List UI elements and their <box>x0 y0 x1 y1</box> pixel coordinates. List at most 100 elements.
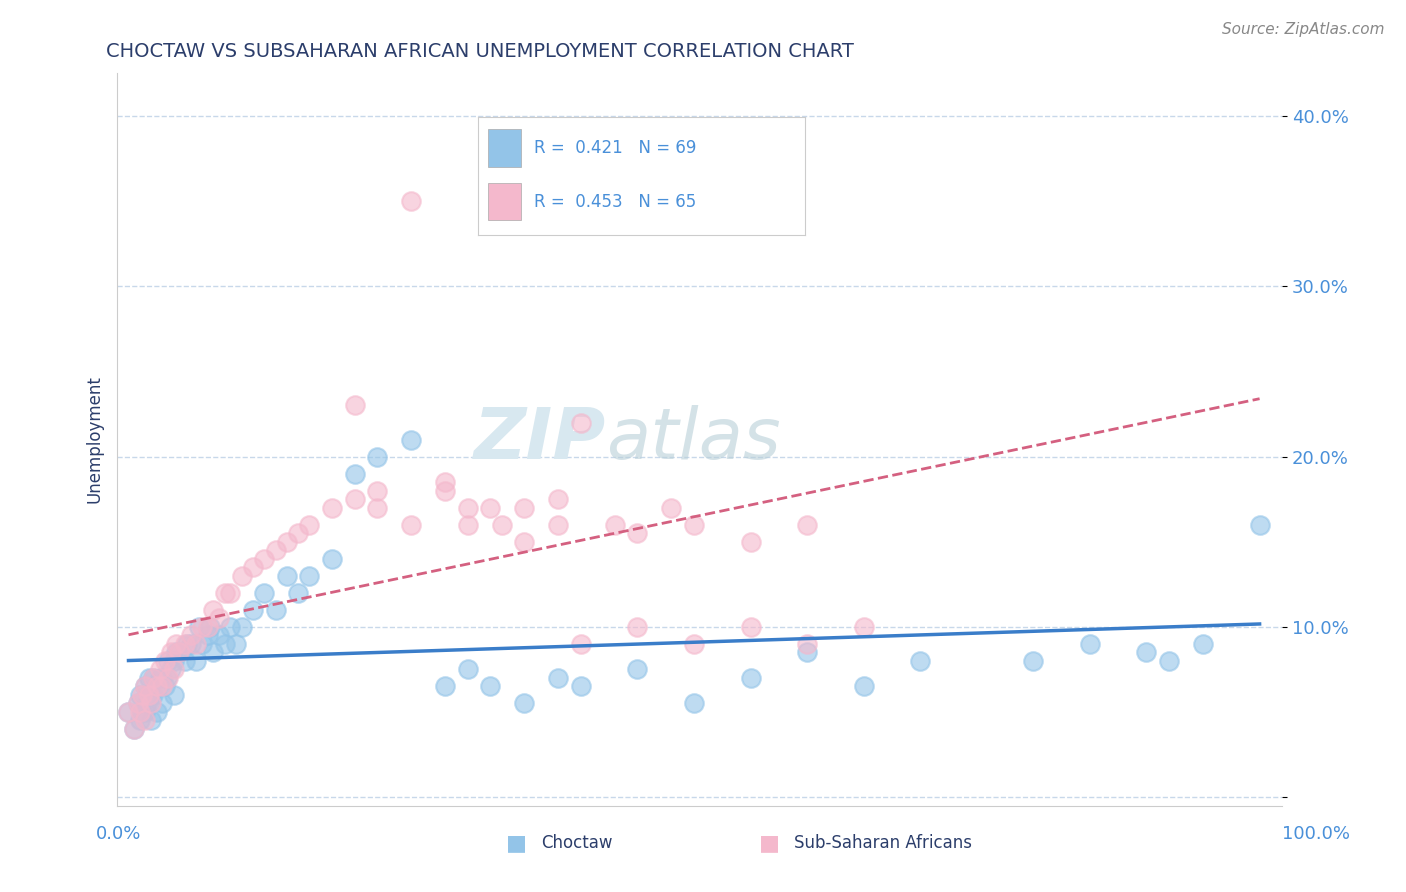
Point <box>231 620 253 634</box>
Point <box>153 680 176 694</box>
Point <box>134 680 156 694</box>
Point <box>401 433 423 447</box>
Point <box>174 637 197 651</box>
Point <box>163 688 186 702</box>
Point <box>513 500 536 515</box>
Point <box>740 534 762 549</box>
Text: ■: ■ <box>506 833 527 853</box>
Point <box>142 671 165 685</box>
Point <box>127 697 149 711</box>
Text: ZIP: ZIP <box>474 405 606 474</box>
Text: 100.0%: 100.0% <box>1282 825 1350 843</box>
Point <box>202 603 225 617</box>
Point <box>1022 654 1045 668</box>
Point <box>547 517 569 532</box>
Point <box>253 586 276 600</box>
Point <box>796 637 818 651</box>
Point <box>142 671 165 685</box>
Point <box>160 645 183 659</box>
Point <box>321 500 343 515</box>
Point <box>152 680 174 694</box>
Point <box>208 628 231 642</box>
Point <box>128 714 150 728</box>
Point <box>165 637 187 651</box>
Point <box>163 654 186 668</box>
Point <box>626 620 648 634</box>
Point <box>569 416 592 430</box>
Point <box>401 517 423 532</box>
Point <box>138 688 160 702</box>
Point <box>457 500 479 515</box>
Point <box>157 654 180 668</box>
Point <box>231 568 253 582</box>
Point <box>547 492 569 507</box>
Point <box>740 620 762 634</box>
Point <box>321 551 343 566</box>
Point <box>146 680 169 694</box>
Point <box>603 517 626 532</box>
Point <box>343 467 366 481</box>
Point <box>343 492 366 507</box>
Point <box>276 568 298 582</box>
Point <box>157 671 180 685</box>
Point <box>153 654 176 668</box>
Point <box>1159 654 1181 668</box>
Point <box>1135 645 1157 659</box>
Point <box>139 697 162 711</box>
Point <box>1192 637 1215 651</box>
Point <box>366 500 388 515</box>
Point <box>146 680 169 694</box>
Point <box>547 671 569 685</box>
Point <box>434 475 457 489</box>
Point <box>169 645 191 659</box>
Text: Sub-Saharan Africans: Sub-Saharan Africans <box>794 834 973 852</box>
Text: atlas: atlas <box>606 405 782 474</box>
Point <box>160 662 183 676</box>
Point <box>142 688 165 702</box>
Point <box>626 662 648 676</box>
Point <box>163 662 186 676</box>
Point <box>117 705 139 719</box>
Point <box>134 705 156 719</box>
Point <box>569 637 592 651</box>
Point <box>491 517 513 532</box>
Point <box>796 517 818 532</box>
Text: ■: ■ <box>759 833 780 853</box>
Point <box>176 637 198 651</box>
Text: 0.0%: 0.0% <box>96 825 141 843</box>
Point <box>191 620 214 634</box>
Point <box>796 645 818 659</box>
Point <box>138 671 160 685</box>
Point <box>187 620 209 634</box>
Point <box>186 637 208 651</box>
Point <box>214 637 236 651</box>
Point <box>513 534 536 549</box>
Point <box>298 517 321 532</box>
Point <box>214 586 236 600</box>
Point <box>152 671 174 685</box>
Point <box>457 517 479 532</box>
Point <box>366 450 388 464</box>
Point <box>208 611 231 625</box>
Point <box>683 517 706 532</box>
Point <box>479 680 502 694</box>
Point <box>131 705 153 719</box>
Point <box>683 637 706 651</box>
Point <box>910 654 932 668</box>
Point <box>242 603 264 617</box>
Point <box>366 483 388 498</box>
Point <box>146 705 169 719</box>
Point <box>139 714 162 728</box>
Point <box>276 534 298 549</box>
Text: CHOCTAW VS SUBSAHARAN AFRICAN UNEMPLOYMENT CORRELATION CHART: CHOCTAW VS SUBSAHARAN AFRICAN UNEMPLOYME… <box>105 42 853 61</box>
Point <box>169 645 191 659</box>
Point <box>122 722 145 736</box>
Point <box>134 714 156 728</box>
Point <box>149 662 172 676</box>
Point <box>165 645 187 659</box>
Point <box>174 654 197 668</box>
Point <box>513 697 536 711</box>
Point <box>1249 517 1271 532</box>
Point <box>253 551 276 566</box>
Point <box>434 680 457 694</box>
